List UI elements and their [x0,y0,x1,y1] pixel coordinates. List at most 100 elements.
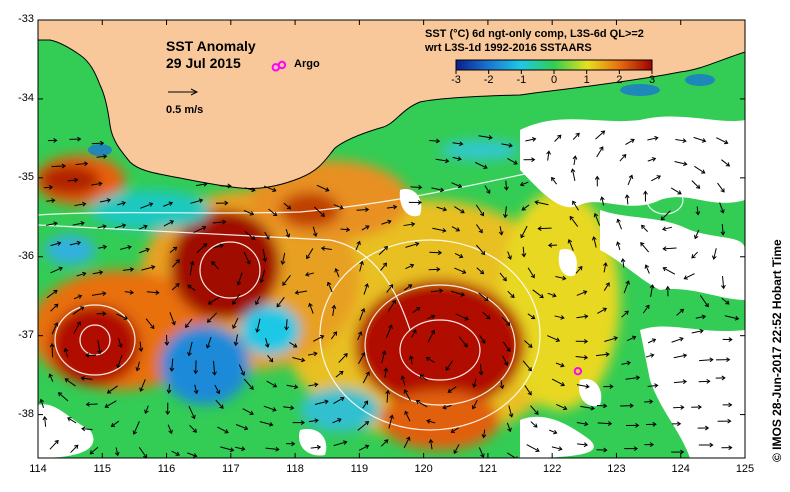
current-vector [51,343,54,358]
x-tick-label: 116 [157,463,176,475]
current-vector [207,312,218,323]
current-vector-head [121,223,127,229]
current-vector-head [572,155,578,160]
current-vector-head [459,141,464,147]
current-vector-head [584,314,589,319]
current-vector [262,248,266,262]
current-vector-head [431,314,436,320]
current-vector-head [499,384,505,390]
current-vector [662,226,673,230]
current-vector-head [284,326,289,331]
current-vector [208,296,220,305]
current-vector-head [683,161,688,167]
current-vector-head [262,257,268,263]
current-vector-head [192,428,197,433]
current-vector-head [400,375,406,380]
current-vector [243,251,251,265]
current-vector [426,420,436,424]
current-vector-head [455,227,461,232]
current-vector-head [706,378,711,384]
current-vector-head [727,418,732,424]
current-vector-head [357,331,363,336]
current-vector-head [193,370,199,375]
current-vector [386,390,389,403]
current-vector-head [463,343,468,348]
current-vector [575,356,588,359]
current-vector-head [620,258,626,263]
current-vector [386,284,393,293]
current-vector [572,132,580,140]
current-vector-head [48,373,53,378]
current-vector [116,313,128,320]
current-vector-head [445,158,450,164]
current-vector-head [728,445,733,451]
current-vector-head [383,245,389,251]
current-vector [235,334,238,346]
current-vector-head [640,242,645,247]
current-vector [195,183,207,187]
current-vector-head [613,336,618,341]
current-vector [387,300,396,312]
current-vector-head [662,267,667,272]
current-vector-head [510,293,515,299]
current-vector-head [334,268,339,273]
current-vector [645,264,650,274]
current-vector [327,282,333,293]
current-vector [171,358,174,371]
current-vector [119,246,132,250]
current-vector-head [570,168,576,173]
current-vector [74,203,86,207]
current-vector-head [102,291,107,296]
current-vector-head [720,231,726,236]
current-vector [419,374,428,381]
current-vector [81,377,93,380]
current-vector-head [651,338,657,343]
current-vector-head [343,440,348,445]
current-vector [340,228,350,231]
y-tick-label: -34 [18,91,34,104]
current-vector [139,341,142,352]
current-vector [243,378,254,390]
current-vector-head [385,389,391,395]
current-vector-head [709,357,714,363]
current-vector-head [644,264,650,269]
current-vector-head [649,284,655,289]
current-vector [140,379,146,392]
current-vector [507,251,512,260]
current-vector-head [393,204,398,210]
current-vector-head [406,436,411,441]
current-vector [308,419,319,423]
current-vector [426,357,435,363]
current-vector-head [383,367,389,372]
current-vector [46,290,58,299]
current-vector [522,360,532,372]
current-vector [213,244,224,249]
current-vector [403,284,412,291]
current-vector-head [508,142,513,148]
current-vector-head [555,337,561,342]
current-vector-head [121,201,126,206]
current-vector-head [207,300,213,305]
current-vector-head [442,228,447,233]
current-vector [691,251,699,259]
current-vector-head [481,434,487,439]
current-vector [499,226,503,235]
current-vector-head [285,233,291,238]
current-vector [187,452,197,457]
current-vector [266,380,277,388]
current-vector-head [629,403,634,409]
current-vector-head [224,429,229,434]
current-vector-head [85,352,90,358]
current-vector-head [356,240,361,246]
current-vector-head [603,447,608,453]
current-vector-head [189,260,195,266]
current-vector-head [206,318,212,323]
current-vector-head [387,219,392,225]
current-vector [593,236,597,248]
current-vector-head [633,446,638,452]
current-vector-head [415,399,421,405]
current-vector [604,337,618,342]
map-title: SST Anomaly [166,38,256,54]
current-vector-head [106,389,112,394]
argo-float-marker [271,63,281,72]
